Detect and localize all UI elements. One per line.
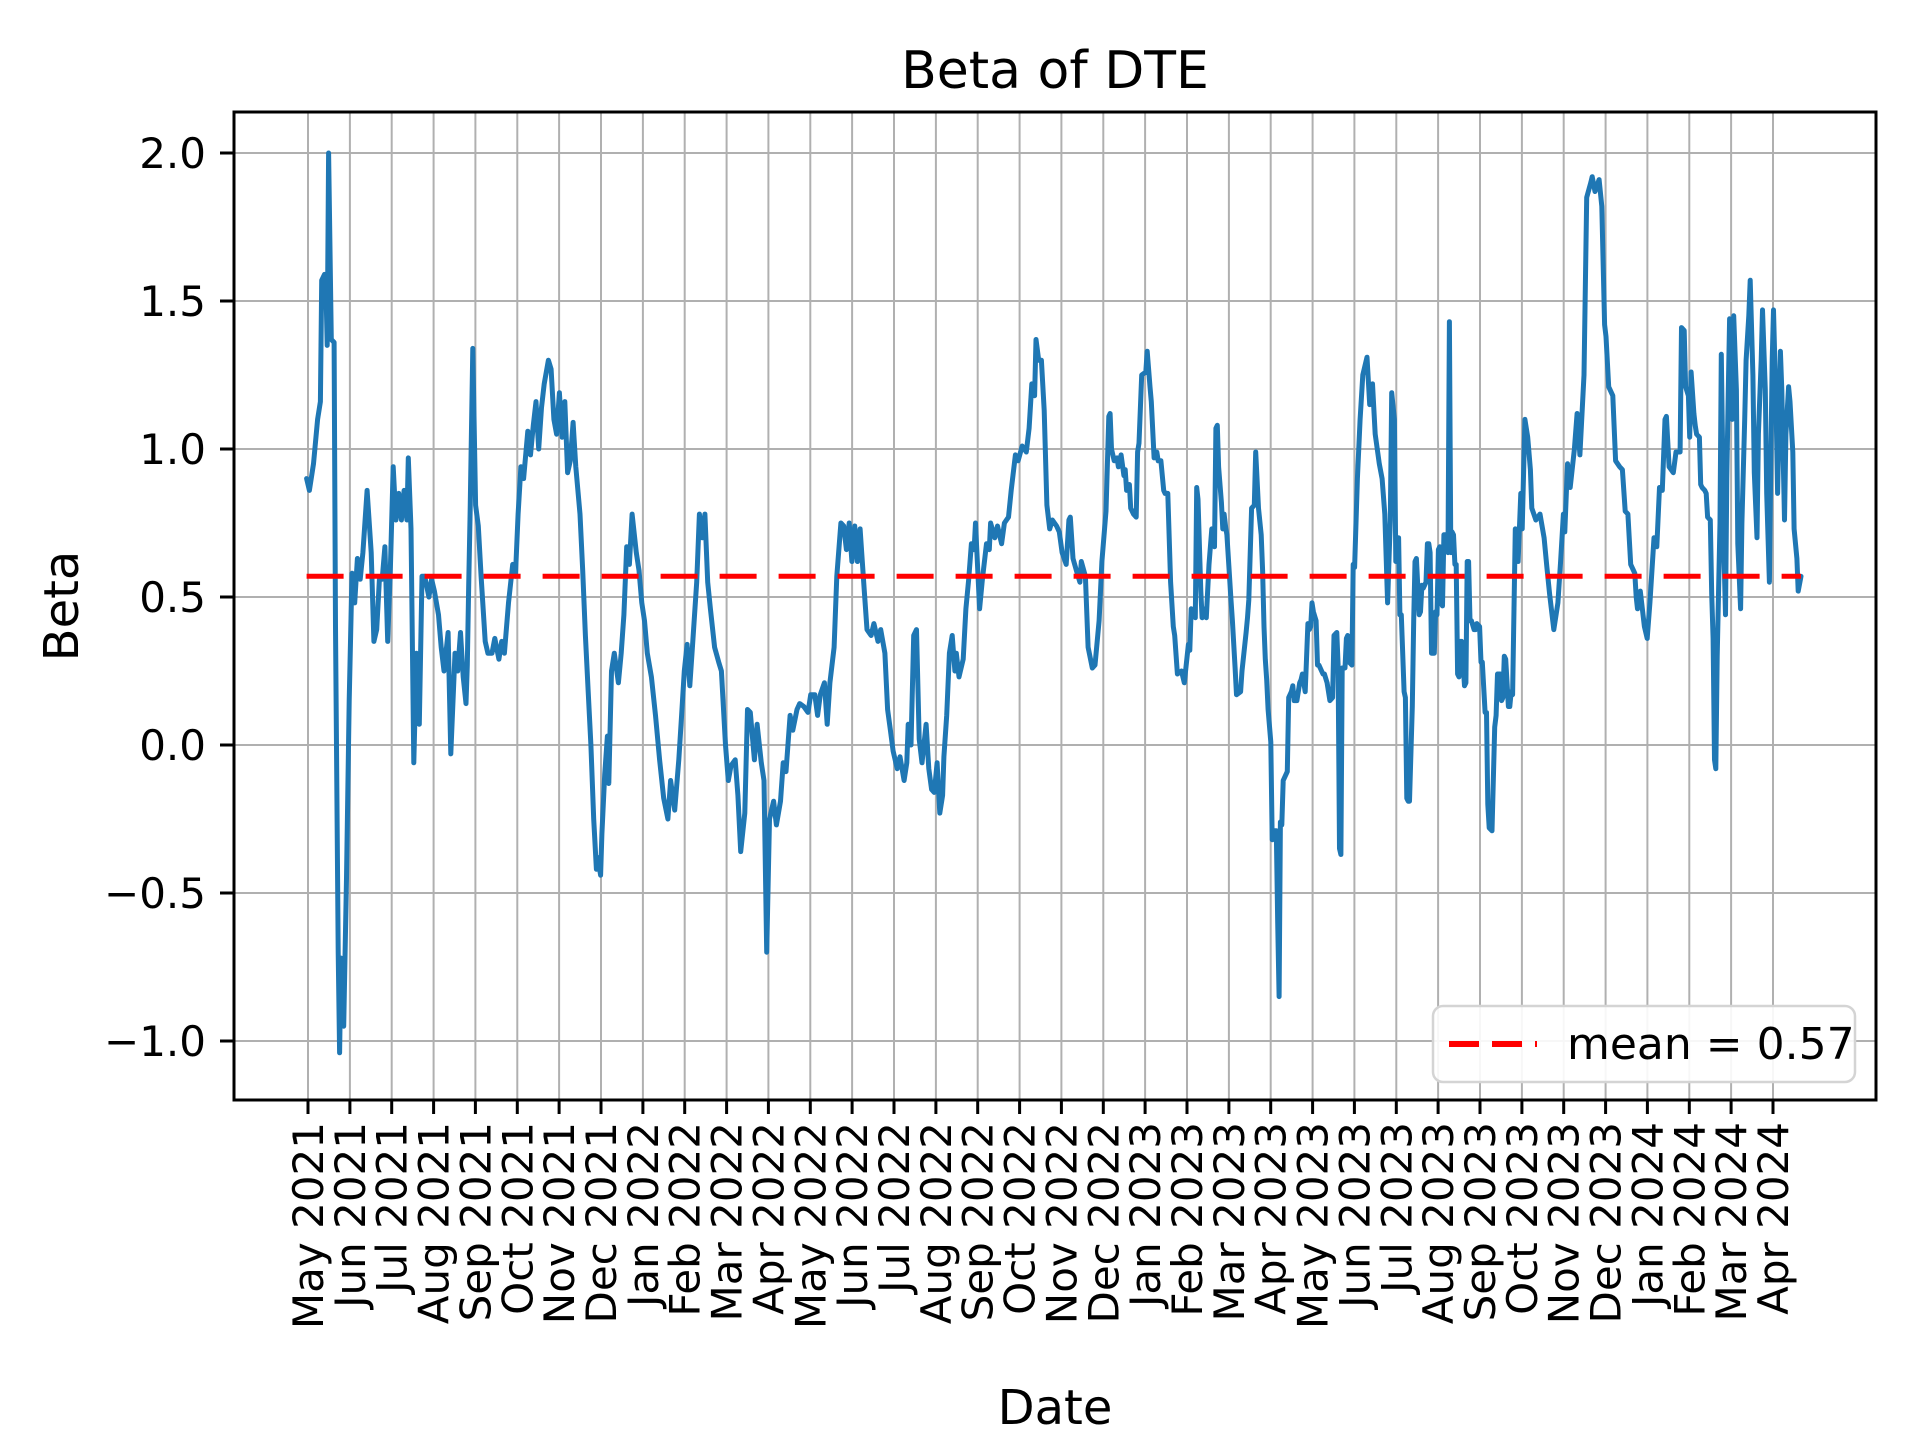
x-tick-label: Sep 2023: [1456, 1122, 1505, 1321]
x-tick-label: Oct 2022: [996, 1122, 1045, 1315]
y-axis-label: Beta: [34, 551, 90, 662]
x-tick-label: Feb 2023: [1163, 1122, 1212, 1317]
x-tick-label: Jul 2021: [368, 1122, 417, 1296]
legend-label: mean = 0.57: [1567, 1019, 1855, 1070]
axes-spines: [232, 110, 1878, 1102]
x-tick-label: Dec 2022: [1079, 1122, 1128, 1324]
y-tick-label: 1.0: [139, 425, 206, 474]
x-tick-label: Nov 2021: [535, 1122, 584, 1324]
x-tick-label: Nov 2022: [1037, 1122, 1086, 1324]
x-tick-label: Oct 2023: [1498, 1122, 1547, 1315]
x-tick-label: Feb 2022: [661, 1122, 710, 1317]
legend-box: [1431, 1004, 1857, 1084]
x-tick-label: Nov 2023: [1540, 1122, 1589, 1324]
beta-series-line: [304, 150, 1804, 1056]
y-tick-label: −0.5: [104, 869, 206, 918]
data-layer: [304, 150, 1804, 1056]
x-tick-label: Aug 2021: [410, 1122, 459, 1324]
x-tick-label: Sep 2022: [954, 1122, 1003, 1321]
x-tick-label: Feb 2024: [1665, 1122, 1714, 1317]
x-tick-label: Apr 2024: [1749, 1122, 1798, 1315]
x-tick-label: Mar 2024: [1707, 1122, 1756, 1321]
x-tick-label: Aug 2022: [912, 1122, 961, 1324]
x-tick-label: Jan 2024: [1623, 1122, 1672, 1310]
x-tick-label: Jul 2023: [1372, 1122, 1421, 1296]
x-tick-label: Dec 2021: [577, 1122, 626, 1324]
x-tick-label: Oct 2021: [493, 1122, 542, 1315]
x-tick-label: Mar 2022: [703, 1122, 752, 1321]
axis-ticks: [220, 151, 1775, 1114]
x-tick-label: Jan 2023: [1121, 1122, 1170, 1310]
x-tick-label: Mar 2023: [1205, 1122, 1254, 1321]
x-tick-label: May 2023: [1289, 1122, 1338, 1329]
y-tick-label: 0.0: [139, 721, 206, 770]
x-tick-label: Jun 2022: [828, 1122, 877, 1311]
x-tick-label: May 2022: [786, 1122, 835, 1329]
x-tick-label: Dec 2023: [1582, 1122, 1631, 1324]
x-tick-label: Apr 2022: [744, 1122, 793, 1315]
y-tick-label: 0.5: [139, 573, 206, 622]
x-tick-label: Apr 2023: [1247, 1122, 1296, 1315]
y-tick-label: 1.5: [139, 277, 206, 326]
x-axis-label: Date: [998, 1380, 1113, 1436]
x-tick-label: Aug 2023: [1414, 1122, 1463, 1324]
x-tick-label: Jun 2021: [326, 1122, 375, 1311]
x-tick-label: Jan 2022: [619, 1122, 668, 1310]
x-tick-label: May 2021: [284, 1122, 333, 1329]
x-tick-label: Jul 2022: [870, 1122, 919, 1296]
chart-title: Beta of DTE: [901, 41, 1209, 101]
y-tick-label: 2.0: [139, 129, 206, 178]
y-tick-label: −1.0: [104, 1017, 206, 1066]
legend: mean = 0.57: [1431, 1004, 1857, 1084]
grid-lines: [234, 112, 1876, 1100]
x-tick-label: Sep 2021: [451, 1122, 500, 1321]
x-tick-label: Jun 2023: [1330, 1122, 1379, 1311]
